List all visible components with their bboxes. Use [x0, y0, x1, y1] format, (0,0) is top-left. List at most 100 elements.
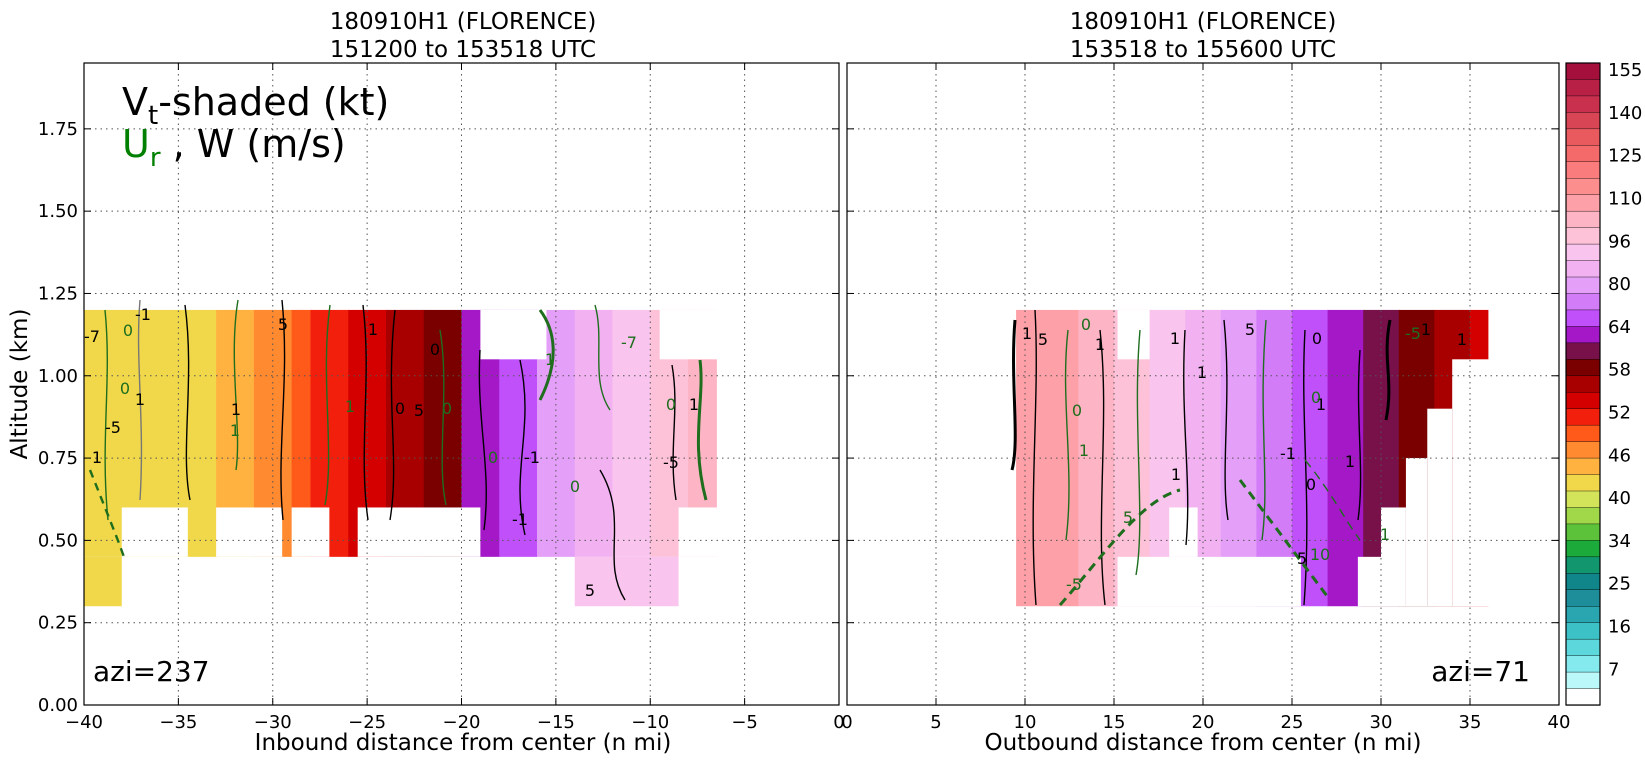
left-vt-shading	[84, 309, 726, 607]
contour-label: 0	[1312, 329, 1322, 348]
colorbar-tick-label: 110	[1608, 189, 1642, 210]
contour-line	[233, 299, 239, 471]
x-tick-label: −20	[443, 712, 481, 733]
left-title-line1: 180910H1 (FLORENCE)	[330, 9, 597, 35]
colorbar-cell	[1565, 540, 1601, 558]
vt-band	[612, 309, 651, 557]
contour-label: 0	[120, 379, 130, 398]
contour-label: 1	[1345, 452, 1355, 471]
data-gap	[480, 309, 547, 360]
data-gap	[1381, 507, 1406, 607]
contour-line	[1058, 488, 1181, 606]
contour-label: -1	[1280, 444, 1296, 463]
contour-label: 0	[442, 399, 452, 418]
vt-band	[574, 556, 679, 607]
colorbar-cell	[1565, 243, 1601, 262]
contour-label: 1	[1316, 395, 1326, 414]
data-gap	[357, 507, 481, 557]
contour-label: 0	[1306, 475, 1316, 494]
data-gap	[121, 507, 188, 557]
contour-label: 0	[123, 321, 133, 340]
vt-legend-rest: -shaded (kt)	[158, 80, 389, 124]
vt-band	[235, 309, 255, 557]
data-gap	[1117, 556, 1301, 607]
contour-line	[1135, 329, 1141, 576]
colorbar-cell	[1565, 457, 1601, 476]
contour-line	[439, 329, 447, 506]
ur-w-legend-label: Ur , W (m/s)	[122, 122, 346, 173]
x-tick-label: −10	[631, 712, 669, 733]
contour-label: -5	[105, 418, 121, 437]
contour-line	[1384, 319, 1392, 421]
contour-line	[1238, 479, 1332, 601]
contour-line	[1223, 319, 1229, 521]
colorbar-cell	[1565, 556, 1601, 574]
colorbar-cell	[1565, 342, 1601, 360]
colorbar-cell	[1565, 145, 1601, 163]
vt-band	[291, 309, 312, 557]
contour-line	[519, 359, 526, 536]
colorbar-tick-label: 16	[1608, 617, 1631, 638]
contour-line	[538, 309, 555, 401]
colorbar-cell	[1565, 359, 1601, 377]
colorbar-cell	[1565, 507, 1601, 525]
contour-label: 1	[1197, 363, 1207, 382]
contour-line	[362, 304, 369, 521]
x-tick-label: −35	[159, 712, 197, 733]
x-tick-label: −25	[348, 712, 386, 733]
contour-label: 0	[1311, 388, 1321, 407]
x-tick-label: 5	[930, 712, 941, 733]
colorbar-tick-label: 25	[1608, 574, 1631, 595]
contour-line	[671, 364, 677, 501]
right-axes-frame	[846, 62, 1560, 706]
contour-label: 1	[368, 320, 378, 339]
contour-label: 1	[689, 395, 699, 414]
contour-label: 0	[488, 448, 498, 467]
contour-line	[1099, 329, 1106, 606]
x-tick-label: 40	[1548, 712, 1571, 733]
colorbar-cell	[1565, 326, 1601, 344]
data-gap	[1427, 408, 1453, 607]
colorbar-tick-label: 140	[1608, 103, 1642, 124]
y-tick-label: 1.50	[38, 201, 78, 222]
x-tick-label: 30	[1370, 712, 1393, 733]
x-tick-label: −40	[65, 712, 103, 733]
colorbar-cell	[1565, 606, 1601, 624]
contour-label: 5	[1123, 508, 1133, 527]
colorbar-cell	[1565, 573, 1601, 591]
y-tick-label: 0.25	[38, 613, 78, 634]
x-tick-label: 35	[1459, 712, 1482, 733]
contour-line	[1261, 319, 1267, 541]
colorbar-cell	[1565, 638, 1601, 657]
colorbar-cell	[1565, 128, 1601, 146]
colorbar-cell	[1565, 276, 1601, 295]
x-tick-label: −15	[537, 712, 575, 733]
colorbar-cell	[1565, 309, 1601, 327]
colorbar-tick-labels: 155 140 125 110 96 80 64 58 52 46 40 34 25 16 7	[1608, 60, 1642, 680]
contour-label: -7	[84, 327, 100, 346]
contour-line	[88, 469, 127, 561]
colorbar-cell	[1565, 260, 1601, 278]
data-gap	[1357, 556, 1381, 607]
vt-band	[253, 309, 274, 557]
colorbar-cell	[1565, 210, 1601, 229]
right-tick-labels: 0 5 10 15 20 25 30 35 40	[841, 712, 1570, 733]
right-x-axis-label: Outbound distance from center (n mi)	[985, 730, 1422, 756]
left-tick-labels: −40 −35 −30 −25 −20 −15 −10 −5 0 0.00 0.25 0.50 0.75…	[38, 119, 845, 733]
contour-label: 1	[345, 397, 355, 416]
contour-line	[478, 349, 487, 531]
contour-label: 5	[278, 315, 288, 334]
colorbar-cells	[1565, 62, 1601, 706]
colorbar-cell	[1565, 622, 1601, 640]
contour-label: 0	[1081, 315, 1091, 334]
colorbar-cell	[1565, 62, 1601, 81]
colorbar-cell	[1565, 227, 1601, 245]
colorbar-tick-label: 34	[1608, 531, 1631, 552]
colorbar-cell	[1565, 441, 1601, 459]
x-tick-label: 20	[1192, 712, 1215, 733]
contour-line	[594, 304, 611, 411]
contour-label: -7	[621, 333, 637, 352]
x-tick-label: 0	[833, 712, 844, 733]
